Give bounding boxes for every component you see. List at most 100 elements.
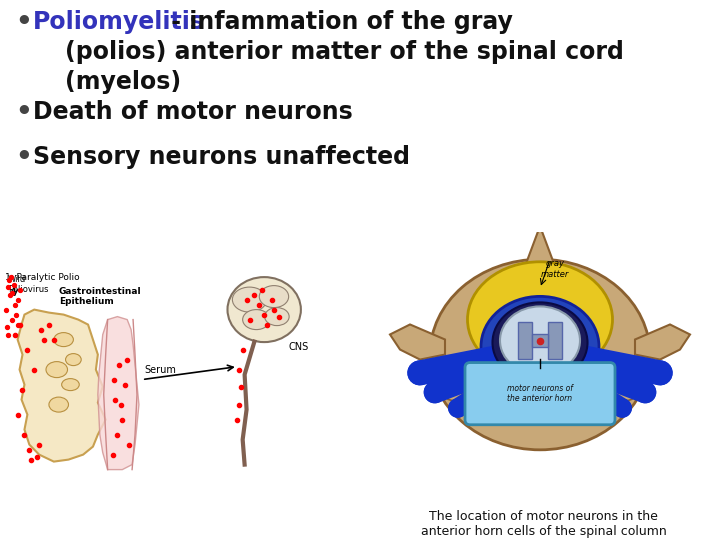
Point [253,300,265,309]
Point [6,315,17,324]
Ellipse shape [265,308,289,326]
Point [0,305,12,314]
Bar [532,334,548,347]
Text: Sensory neurons unaffected: Sensory neurons unaffected [33,145,410,169]
Point [256,285,268,294]
Ellipse shape [430,259,650,450]
Point [108,375,120,384]
Text: 1. Paralytic Polio: 1. Paralytic Polio [5,273,79,281]
Point [235,382,246,391]
Ellipse shape [54,333,73,347]
Point [266,295,278,304]
Point [8,280,19,289]
Polygon shape [522,226,558,274]
Text: •: • [15,100,32,126]
Ellipse shape [243,309,270,329]
Point [233,400,245,409]
Point [122,355,133,364]
Point [3,275,14,284]
Ellipse shape [259,286,289,308]
Point [9,300,20,309]
Text: Gastrointestinal
Epithelium: Gastrointestinal Epithelium [59,287,141,306]
Point [4,291,16,299]
Text: The location of motor neurons in the
anterior horn cells of the spinal column: The location of motor neurons in the ant… [420,510,667,538]
Point [123,440,135,449]
Ellipse shape [461,379,489,401]
Point [248,291,260,299]
Text: (polios) anterior matter of the spinal cord: (polios) anterior matter of the spinal c… [65,40,624,64]
Text: gray
matter: gray matter [541,259,570,279]
Ellipse shape [441,379,469,401]
Ellipse shape [46,362,68,377]
Point [1,322,13,331]
Ellipse shape [233,287,266,312]
Point [114,360,125,369]
Point [112,430,123,439]
Text: CNS: CNS [289,342,309,352]
Point [6,288,17,297]
Point [16,385,27,394]
Bar [518,322,532,359]
Text: •: • [15,10,32,36]
Point [9,330,20,339]
Point [231,415,243,424]
Ellipse shape [611,379,639,401]
Text: Wild
Poliovirus: Wild Poliovirus [8,275,48,294]
Point [233,365,245,374]
Ellipse shape [49,397,68,412]
Ellipse shape [467,262,613,377]
Ellipse shape [228,277,301,342]
Text: Death of motor neurons: Death of motor neurons [33,100,353,124]
Point [258,310,270,319]
Point [12,295,23,304]
Point [10,310,22,319]
Polygon shape [390,325,445,360]
Point [120,380,131,389]
Point [38,335,50,344]
Point [12,410,23,419]
Polygon shape [98,316,139,470]
Ellipse shape [481,296,599,397]
Point [237,345,248,354]
Point [107,450,118,459]
Point [2,330,14,339]
Point [261,320,273,329]
Text: (myelos): (myelos) [65,70,181,94]
Point [240,295,252,304]
Point [244,315,256,324]
FancyBboxPatch shape [465,362,615,425]
Point [33,440,45,449]
Text: motor neurons of
the anterior horn: motor neurons of the anterior horn [507,384,573,403]
Point [25,455,37,464]
Point [116,400,127,409]
Ellipse shape [492,302,588,383]
Text: - infammation of the gray: - infammation of the gray [163,10,513,34]
Text: Poliomyelitis: Poliomyelitis [33,10,205,34]
Polygon shape [17,309,106,462]
Point [5,272,17,281]
Point [29,365,40,374]
Ellipse shape [500,306,580,375]
Point [534,336,546,345]
Point [14,285,25,294]
Polygon shape [635,325,690,360]
Point [273,312,284,321]
Point [14,320,25,329]
Text: Serum: Serum [145,364,176,375]
Point [12,320,23,329]
Point [109,395,121,404]
Point [48,335,60,344]
Bar [548,322,562,359]
Point [2,282,14,291]
Point [19,430,30,439]
Point [43,320,55,329]
Ellipse shape [66,354,81,366]
Point [269,305,280,314]
Point [24,446,35,454]
Point [117,415,128,424]
Point [35,325,47,334]
Text: •: • [15,145,32,171]
Point [32,453,43,461]
Ellipse shape [591,379,619,401]
Ellipse shape [62,379,79,390]
